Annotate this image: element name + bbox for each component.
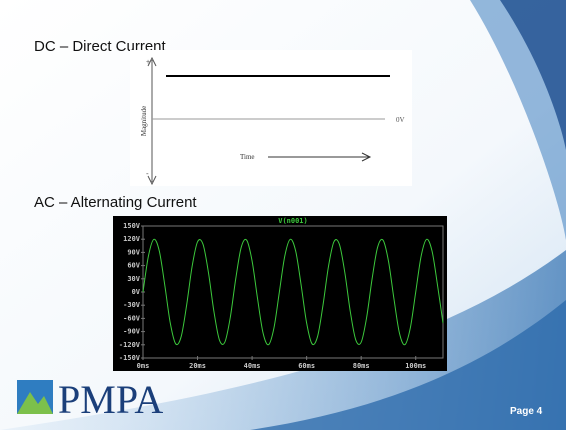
y-tick-label: -30V [123, 301, 141, 309]
chart-title: V(n001) [278, 217, 308, 225]
logo-icon [17, 392, 53, 414]
page-number: Page 4 [510, 406, 543, 417]
x-tick-label: 80ms [353, 362, 370, 370]
plot-panel [113, 216, 447, 371]
swoosh [500, 0, 566, 150]
y-label: Magnitude [140, 106, 148, 136]
y-tick-label: -90V [123, 328, 141, 336]
minus-label: - [146, 169, 149, 178]
y-tick-label: 60V [127, 262, 140, 270]
x-tick-label: 40ms [244, 362, 261, 370]
arrow [147, 56, 157, 186]
y-tick-label: 90V [127, 248, 140, 256]
y-tick-label: 30V [127, 275, 140, 283]
y-tick-label: -120V [119, 341, 141, 349]
x-label: Time [240, 153, 255, 161]
x-tick-label: 100ms [405, 362, 426, 370]
y-tick-label: -150V [119, 354, 141, 362]
heading: AC – Alternating Current [34, 194, 197, 211]
swoosh [250, 300, 566, 430]
y-tick-label: 150V [123, 222, 141, 230]
logo: PMPA [17, 377, 163, 422]
zero-label: 0V [396, 116, 405, 124]
logo-text: PMPA [58, 377, 163, 422]
x-tick-label: 0ms [137, 362, 150, 370]
y-tick-label: 120V [123, 235, 141, 243]
y-tick-label: 0V [132, 288, 141, 296]
dc-diagram [130, 50, 412, 186]
arrow [268, 152, 372, 162]
trace [142, 238, 444, 346]
plot: 150V 120V 90V 60V 30V 0V -30V -60V -90V -120V -150… [119, 222, 444, 370]
x-tick-label: 20ms [189, 362, 206, 370]
x-tick-label: 60ms [298, 362, 315, 370]
plus-label: + [146, 59, 150, 66]
y-tick-label: -60V [123, 314, 141, 322]
